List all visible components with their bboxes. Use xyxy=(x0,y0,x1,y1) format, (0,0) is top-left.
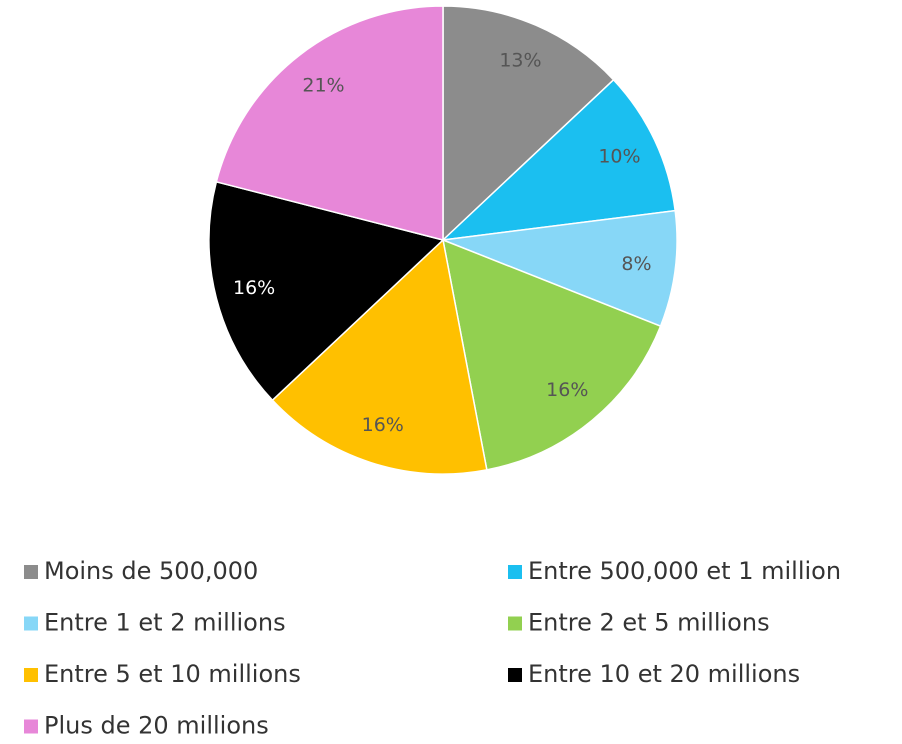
data-label: 10% xyxy=(598,145,640,167)
legend-swatch xyxy=(508,616,522,631)
data-label: 16% xyxy=(546,379,588,401)
legend-label: Entre 500,000 et 1 million xyxy=(528,557,841,585)
legend-swatch xyxy=(508,565,522,579)
pie-slice xyxy=(442,5,615,242)
pie-slice xyxy=(215,5,444,241)
legend-swatch xyxy=(24,668,38,682)
pie-slice xyxy=(271,238,488,475)
legend-swatch xyxy=(508,668,522,682)
data-label: 8% xyxy=(621,253,651,275)
legend-swatch xyxy=(24,565,38,579)
pie-slice xyxy=(442,209,678,328)
pie-slice xyxy=(440,78,676,242)
legend-swatch xyxy=(24,719,38,734)
data-label: 16% xyxy=(362,414,404,436)
legend-swatch xyxy=(24,616,38,631)
legend-label: Entre 2 et 5 millions xyxy=(528,609,770,637)
legend-label: Entre 1 et 2 millions xyxy=(44,609,286,637)
legend-label: Moins de 500,000 xyxy=(44,557,258,585)
data-label: 16% xyxy=(233,277,275,299)
data-label: 13% xyxy=(499,50,541,72)
legend-label: Entre 10 et 20 millions xyxy=(528,660,800,688)
legend-label: Entre 5 et 10 millions xyxy=(44,660,301,688)
pie-slice xyxy=(442,238,662,471)
pie-slice xyxy=(208,180,445,402)
data-label: 21% xyxy=(302,74,344,96)
legend-label: Plus de 20 millions xyxy=(44,712,269,740)
